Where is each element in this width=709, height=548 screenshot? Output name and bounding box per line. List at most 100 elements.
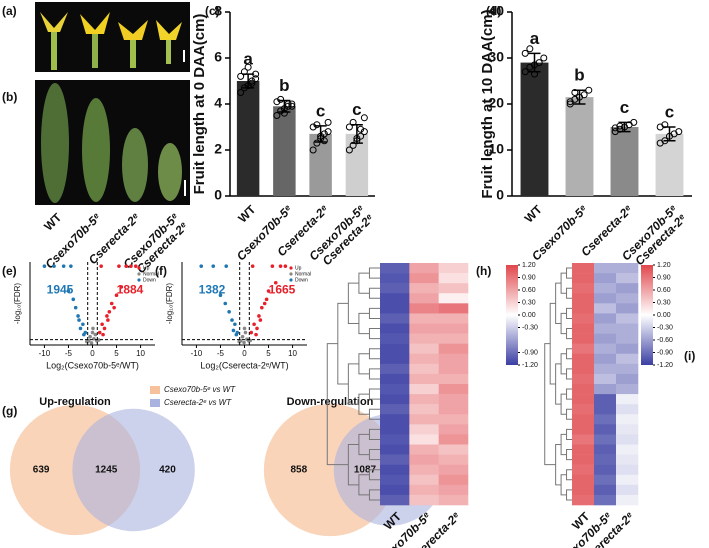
data-point <box>661 121 669 129</box>
heatmap-cell <box>380 273 410 284</box>
data-point <box>526 45 534 53</box>
heatmap-cell <box>409 484 439 496</box>
heatmap-cell <box>438 394 469 405</box>
heatmap-cell <box>438 384 469 395</box>
data-point <box>71 297 76 302</box>
heatmap-cell <box>572 293 595 304</box>
y-axis-title: Fruit length at 10 DAA(cm) <box>479 9 496 198</box>
data-point <box>585 86 593 94</box>
heatmap-cell <box>572 414 595 425</box>
panel-label: (f) <box>155 264 167 278</box>
heatmap-cell <box>380 353 410 365</box>
data-point <box>278 264 283 268</box>
legend-marker <box>289 272 293 276</box>
data-point <box>109 301 114 306</box>
data-point <box>223 301 228 306</box>
heatmap-cell <box>438 273 469 284</box>
y-tick-label: 2 <box>214 141 222 157</box>
data-point <box>309 146 317 154</box>
heatmap-cell <box>409 444 439 455</box>
data-point <box>244 63 252 71</box>
x-tick-label: 5 <box>266 349 271 358</box>
significance-letter: c <box>665 102 674 121</box>
heatmap-cell <box>380 323 410 334</box>
data-point <box>77 318 81 322</box>
colorbar-tick-label: 0.30 <box>522 299 536 306</box>
data-point <box>243 330 248 335</box>
data-point <box>81 322 85 327</box>
heatmap-cell <box>380 313 410 324</box>
dendrogram <box>566 489 572 501</box>
legend-label: Csexo70b-5ᵉ vs WT <box>164 385 236 394</box>
heatmap-cell <box>572 384 595 395</box>
colorbar-tick-label: 0.60 <box>522 287 536 294</box>
legend-marker <box>137 266 141 270</box>
data-point <box>566 98 574 106</box>
panel-label: (e) <box>2 264 17 278</box>
dendrogram <box>560 433 567 456</box>
data-point <box>566 100 574 108</box>
x-tick-label: 0 <box>242 349 247 358</box>
data-point <box>288 100 296 108</box>
significance-letter: c <box>316 101 325 120</box>
bar <box>565 97 594 196</box>
heatmap-cell <box>438 424 469 435</box>
colorbar-tick-label: 0.90 <box>657 274 671 281</box>
legend-label: Up <box>143 265 150 271</box>
dendrogram <box>566 348 572 360</box>
data-point <box>357 125 365 133</box>
data-point <box>42 264 47 268</box>
panel-label: (d) <box>486 4 501 18</box>
heatmap-cell <box>438 293 469 304</box>
colorbar-tick-label: -0.90 <box>522 349 538 356</box>
heatmap-cell <box>380 484 410 496</box>
heatmap-cell <box>572 363 595 375</box>
data-point <box>117 264 121 268</box>
data-point <box>242 340 246 345</box>
colorbar-tick-label: 0.00 <box>657 312 671 319</box>
x-tick-label: 10 <box>136 349 145 358</box>
heatmap-cell <box>594 333 617 344</box>
heatmap-cell <box>438 333 469 344</box>
heatmap-cell <box>616 323 639 334</box>
dendrogram <box>326 343 349 466</box>
dendrogram <box>358 353 370 375</box>
dendrogram <box>358 272 370 294</box>
heatmap-cell <box>438 353 469 365</box>
heatmap-cell <box>594 424 617 435</box>
x-tick-label: 5 <box>114 349 119 358</box>
data-point <box>249 330 254 335</box>
heatmap-cell <box>409 424 439 435</box>
data-point <box>255 326 259 331</box>
dendrogram <box>368 287 380 299</box>
y-tick-label: 10 <box>488 141 504 157</box>
data-point <box>521 68 529 76</box>
legend-swatch <box>150 399 160 407</box>
heatmap-cell <box>380 444 410 455</box>
data-point <box>324 128 332 136</box>
data-point <box>320 137 328 145</box>
heatmap-cell <box>380 293 410 304</box>
data-point <box>100 322 104 327</box>
heatmap-cell <box>380 474 410 486</box>
data-point <box>99 264 103 268</box>
heatmap-cell <box>438 373 469 385</box>
heatmap-cell <box>616 283 639 294</box>
heatmap-cell <box>572 454 595 465</box>
significance-letter: c <box>352 100 361 119</box>
heatmap-cell <box>594 363 617 375</box>
heatmap-cell <box>380 333 410 344</box>
heatmap-cell <box>594 484 617 496</box>
heatmap-cell <box>409 263 439 274</box>
data-point <box>360 114 368 122</box>
data-point <box>97 330 102 335</box>
y-axis-title: -log₁₀(FDR) <box>165 283 174 324</box>
venn-count: 639 <box>33 465 50 476</box>
colorbar-tick-label: -0.90 <box>657 349 673 356</box>
heatmap-cell <box>594 404 617 415</box>
dendrogram <box>566 449 572 461</box>
data-point <box>133 264 138 268</box>
y-tick-label: 0 <box>214 187 222 203</box>
heatmap-cell <box>438 323 469 334</box>
